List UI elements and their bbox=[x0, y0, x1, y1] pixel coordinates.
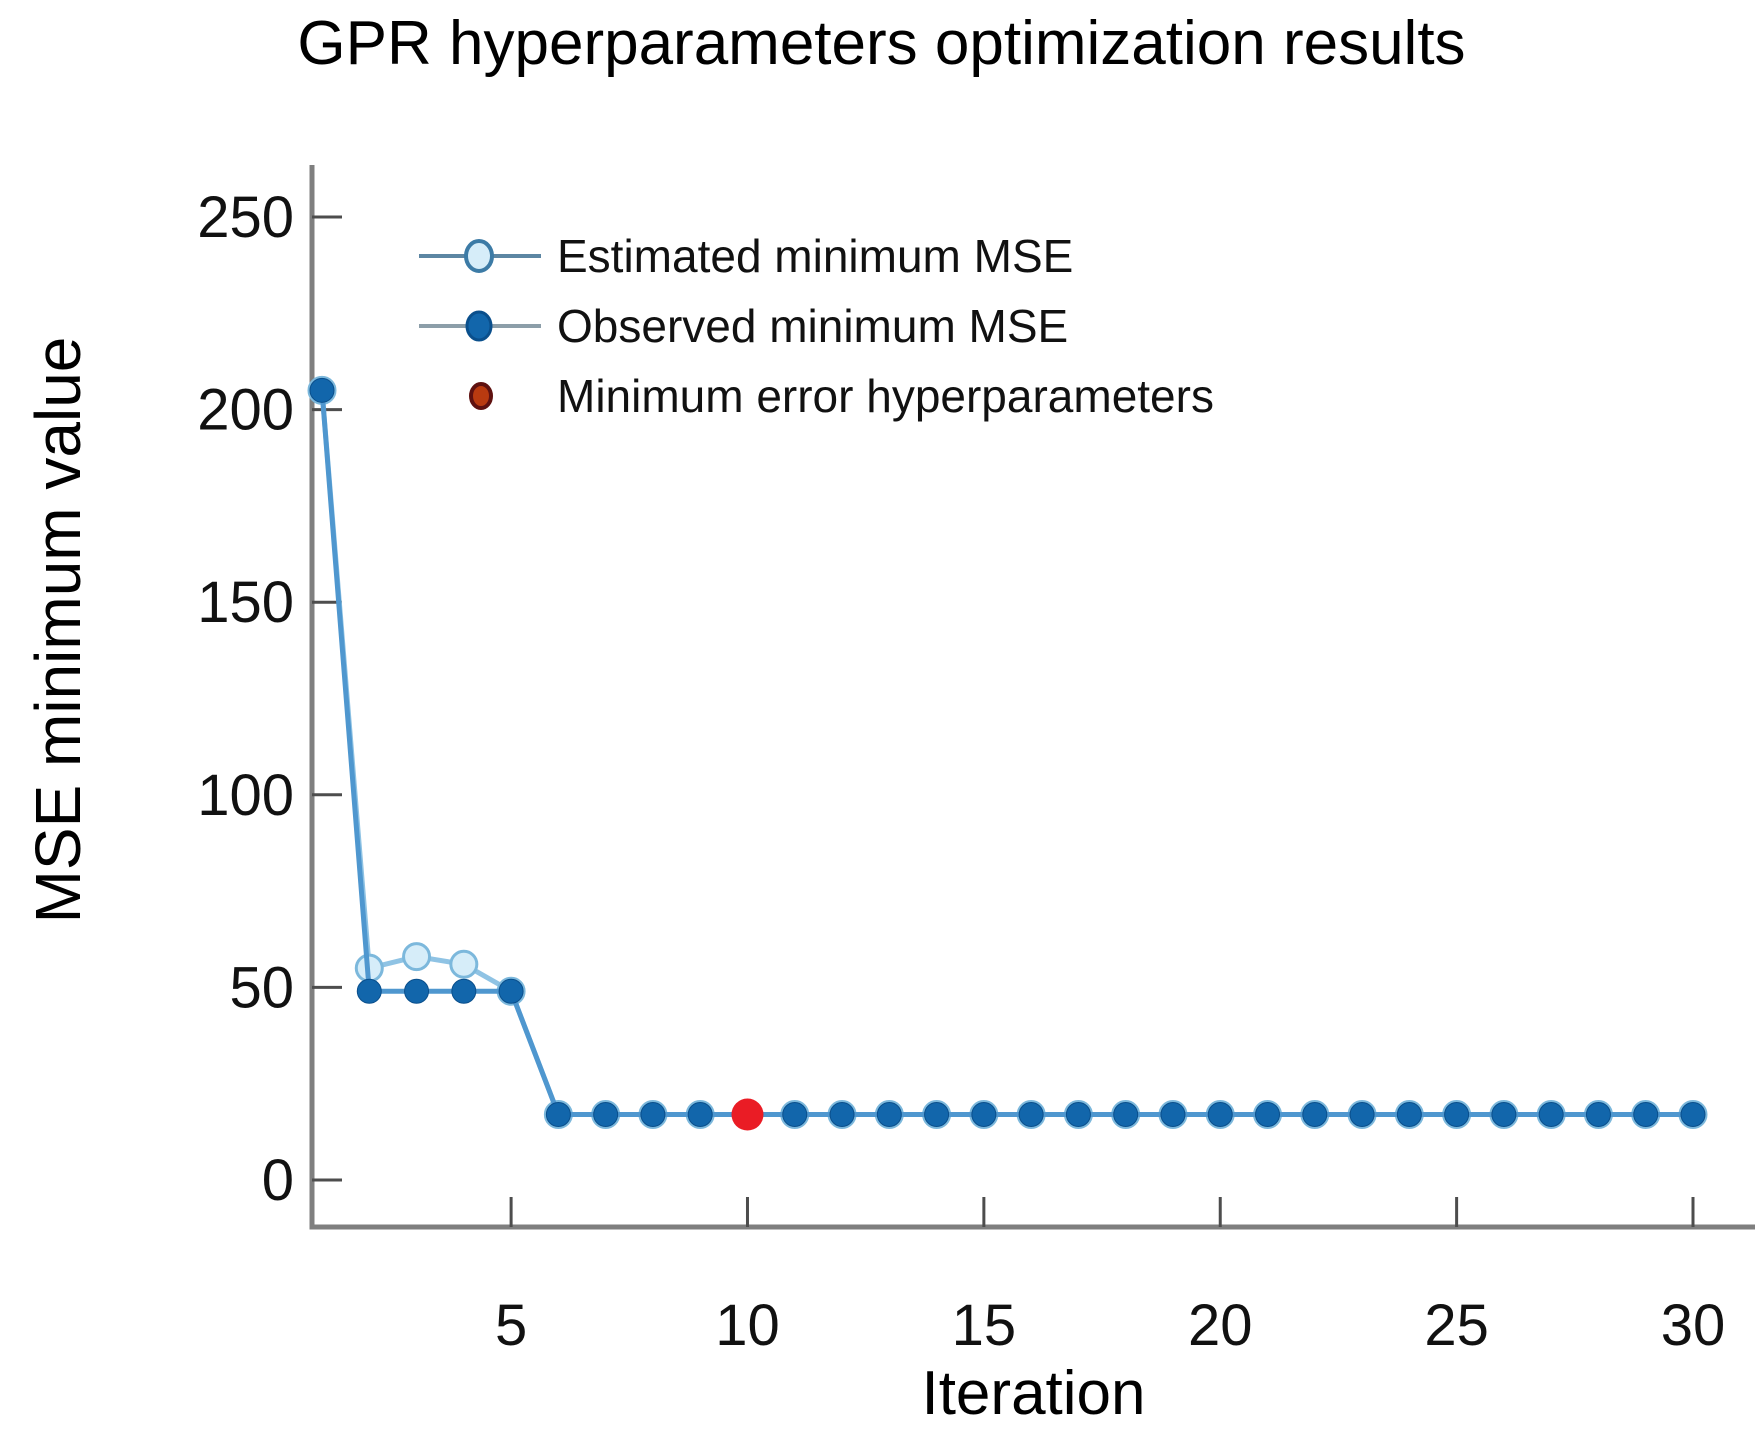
estimated-marker bbox=[402, 942, 432, 972]
observed-marker bbox=[1444, 1102, 1470, 1128]
legend-item-estimated: Estimated minimum MSE bbox=[417, 221, 1214, 291]
x-tick-label: 15 bbox=[952, 1293, 1017, 1358]
estimated-marker bbox=[449, 949, 479, 979]
observed-marker bbox=[924, 1102, 950, 1128]
y-tick-label: 250 bbox=[197, 185, 294, 250]
observed-marker bbox=[1633, 1102, 1659, 1128]
observed-marker bbox=[640, 1102, 666, 1128]
x-tick-label: 30 bbox=[1661, 1293, 1726, 1358]
y-tick-label: 100 bbox=[197, 763, 294, 828]
observed-marker bbox=[1491, 1102, 1517, 1128]
y-tick-label: 200 bbox=[197, 378, 294, 443]
y-tick-label: 50 bbox=[229, 955, 294, 1020]
observed-marker bbox=[404, 978, 430, 1004]
observed-line bbox=[319, 390, 1693, 1118]
y-tick-label: 150 bbox=[197, 570, 294, 635]
observed-marker bbox=[451, 978, 477, 1004]
observed-marker bbox=[1113, 1102, 1139, 1128]
observed-marker bbox=[687, 1102, 713, 1128]
observed-marker bbox=[593, 1102, 619, 1128]
observed-marker bbox=[356, 978, 382, 1004]
observed-marker bbox=[1585, 1102, 1611, 1128]
legend: Estimated minimum MSE Observed minimum M… bbox=[417, 221, 1214, 431]
x-tick-label: 20 bbox=[1188, 1293, 1253, 1358]
legend-item-minimum-error: Minimum error hyperparameters bbox=[417, 361, 1214, 431]
estimated-series-swatch-icon bbox=[419, 239, 541, 273]
observed-marker bbox=[309, 377, 335, 403]
observed-marker bbox=[876, 1102, 902, 1128]
x-tick-label: 25 bbox=[1424, 1293, 1489, 1358]
observed-marker bbox=[545, 1102, 571, 1128]
observed-marker bbox=[1255, 1102, 1281, 1128]
observed-marker bbox=[971, 1102, 997, 1128]
observed-marker bbox=[498, 978, 524, 1004]
observed-marker bbox=[1396, 1102, 1422, 1128]
observed-marker bbox=[782, 1102, 808, 1128]
observed-marker bbox=[1160, 1102, 1186, 1128]
minimum-error-swatch-icon bbox=[469, 382, 493, 410]
observed-marker bbox=[1538, 1102, 1564, 1128]
observed-marker bbox=[1065, 1102, 1091, 1128]
observed-marker bbox=[1680, 1102, 1706, 1128]
y-tick-label: 0 bbox=[262, 1148, 294, 1213]
axis-lines bbox=[309, 165, 1755, 1230]
minimum-error-point bbox=[731, 1098, 764, 1131]
observed-marker bbox=[1018, 1102, 1044, 1128]
legend-item-observed: Observed minimum MSE bbox=[417, 291, 1214, 361]
estimated-line bbox=[319, 390, 1693, 1118]
legend-label-minimum-error: Minimum error hyperparameters bbox=[557, 370, 1214, 422]
chart-title: GPR hyperparameters optimization results bbox=[297, 9, 1466, 78]
x-tick-label: 5 bbox=[495, 1293, 527, 1358]
observed-marker bbox=[1302, 1102, 1328, 1128]
x-tick-label: 10 bbox=[715, 1293, 780, 1358]
observed-marker bbox=[829, 1102, 855, 1128]
observed-marker bbox=[1207, 1102, 1233, 1128]
observed-series-swatch-icon bbox=[419, 310, 541, 342]
legend-label-observed: Observed minimum MSE bbox=[557, 300, 1069, 352]
observed-marker bbox=[1349, 1102, 1375, 1128]
x-axis-label: Iteration bbox=[921, 1359, 1146, 1428]
legend-label-estimated: Estimated minimum MSE bbox=[557, 230, 1074, 282]
